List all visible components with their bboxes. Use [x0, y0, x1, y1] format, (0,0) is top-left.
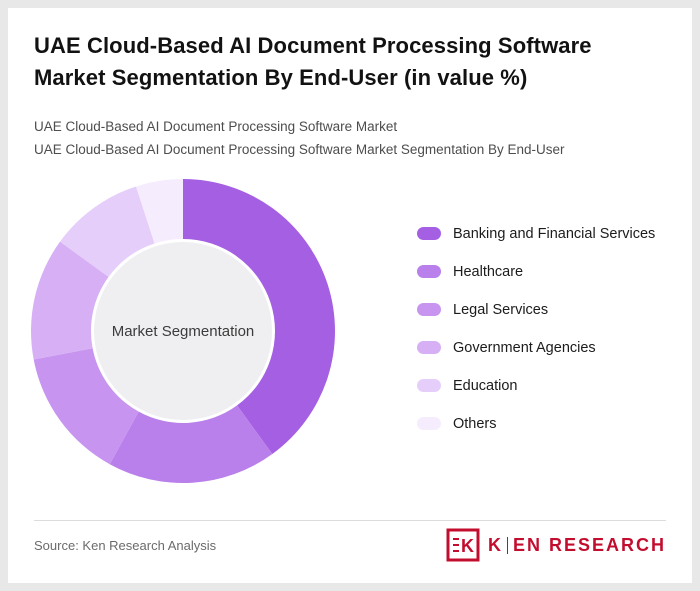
legend-swatch-0 — [417, 227, 441, 240]
donut-slices — [30, 179, 335, 484]
legend-label-3: Government Agencies — [453, 339, 596, 356]
logo-letter: K — [461, 536, 474, 556]
donut-slice-2 — [33, 348, 139, 465]
legend-item-2: Legal Services — [417, 301, 677, 318]
page-title-line1: UAE Cloud-Based AI Document Processing S… — [34, 33, 592, 58]
legend-item-5: Others — [417, 415, 677, 432]
donut-chart-container: Market Segmentation — [28, 176, 338, 486]
donut-center-circle — [94, 242, 272, 420]
donut-slice-3 — [30, 241, 109, 360]
legend-swatch-1 — [417, 265, 441, 278]
legend-label-0: Banking and Financial Services — [453, 225, 656, 242]
legend-swatch-2 — [417, 303, 441, 316]
legend-item-3: Government Agencies — [417, 339, 677, 356]
legend-label-1: Healthcare — [453, 263, 524, 280]
legend-swatch-5 — [417, 417, 441, 430]
donut-center-label: Market Segmentation — [112, 323, 255, 340]
donut-slice-0 — [183, 179, 335, 454]
donut-chart: Market Segmentation — [30, 179, 335, 484]
subtitle-line2: UAE Cloud-Based AI Document Processing S… — [34, 141, 565, 157]
ken-research-logo-icon: K — [446, 528, 480, 562]
legend-item-4: Education — [417, 377, 677, 394]
chart-card: UAE Cloud-Based AI Document Processing S… — [8, 8, 692, 583]
legend-label-5: Others — [453, 415, 497, 432]
page-title-line2: Market Segmentation By End-User (in valu… — [34, 64, 528, 90]
donut-slice-1 — [109, 405, 273, 484]
legend-swatch-3 — [417, 341, 441, 354]
footer-divider — [34, 520, 666, 521]
legend-swatch-4 — [417, 379, 441, 392]
source-text: Source: Ken Research Analysis — [34, 538, 217, 553]
page-title: UAE Cloud-Based AI Document Processing S… — [34, 30, 664, 94]
legend-item-0: Banking and Financial Services — [417, 225, 677, 242]
donut-slice-5 — [136, 179, 183, 244]
page-subtitle: UAE Cloud-Based AI Document Processing S… — [34, 116, 654, 162]
legend-label-4: Education — [453, 377, 518, 394]
wordmark-rest: EN RESEARCH — [512, 534, 666, 555]
ken-research-wordmark: K EN RESEARCH — [488, 535, 666, 556]
wordmark-k: K — [487, 534, 503, 555]
donut-slice-4 — [60, 186, 155, 277]
subtitle-line1: UAE Cloud-Based AI Document Processing S… — [34, 119, 398, 134]
legend-label-2: Legal Services — [453, 301, 549, 318]
wordmark-divider — [506, 536, 508, 554]
legend-item-1: Healthcare — [417, 263, 677, 280]
ken-research-logo: K K EN RESEARCH — [446, 528, 666, 562]
chart-legend: Banking and Financial Services Healthcare… — [417, 226, 677, 454]
